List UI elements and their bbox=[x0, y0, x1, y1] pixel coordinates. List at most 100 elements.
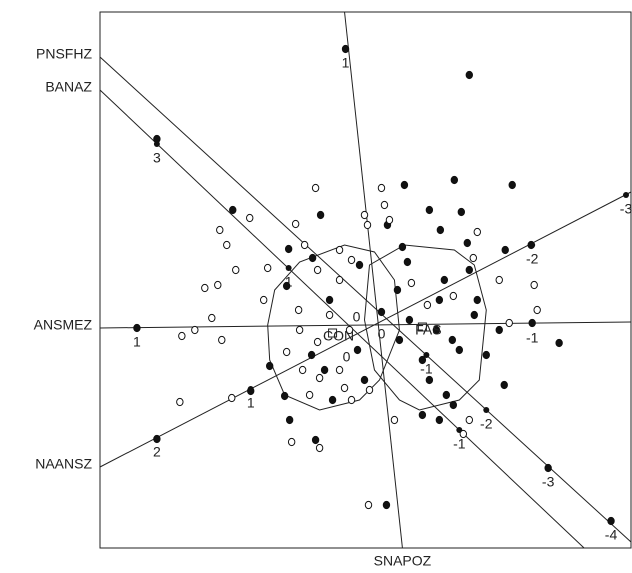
biplot-axis bbox=[99, 191, 632, 468]
axis-tick bbox=[423, 352, 430, 358]
data-point bbox=[246, 213, 254, 223]
axis-tick-label: 1 bbox=[247, 395, 255, 411]
axis-tick-label: -3 bbox=[620, 201, 632, 217]
data-point bbox=[382, 500, 391, 510]
data-point bbox=[555, 338, 563, 348]
axis-tick-label: 2 bbox=[153, 444, 161, 460]
data-point bbox=[528, 318, 536, 328]
data-point bbox=[265, 361, 274, 371]
data-point bbox=[311, 183, 320, 193]
data-point bbox=[449, 400, 458, 410]
data-point bbox=[216, 225, 224, 235]
data-point bbox=[307, 350, 316, 360]
data-point bbox=[435, 295, 444, 305]
data-point bbox=[313, 265, 322, 275]
data-point bbox=[311, 435, 320, 445]
data-point bbox=[482, 350, 490, 360]
data-point bbox=[345, 325, 354, 335]
data-point bbox=[153, 134, 161, 144]
data-point bbox=[232, 265, 240, 275]
data-point bbox=[405, 315, 414, 325]
data-point bbox=[457, 207, 466, 217]
data-point bbox=[395, 335, 404, 345]
data-point bbox=[448, 335, 457, 345]
data-point bbox=[315, 443, 324, 453]
data-point bbox=[533, 305, 541, 315]
data-point bbox=[442, 390, 451, 400]
data-point bbox=[191, 325, 199, 335]
data-point bbox=[377, 307, 386, 317]
data-point bbox=[469, 253, 477, 263]
data-point bbox=[335, 365, 344, 375]
data-point bbox=[178, 331, 186, 341]
data-point bbox=[325, 295, 334, 305]
data-point bbox=[214, 280, 222, 290]
axis-tick bbox=[623, 192, 630, 198]
data-point bbox=[353, 345, 362, 355]
biplot-axis bbox=[344, 11, 403, 549]
biplot-axis bbox=[99, 56, 632, 543]
data-point bbox=[465, 265, 474, 275]
data-point bbox=[508, 180, 516, 190]
data-point bbox=[133, 323, 141, 333]
data-point bbox=[418, 355, 427, 365]
data-point bbox=[425, 205, 434, 215]
data-point bbox=[425, 375, 434, 385]
plot-frame bbox=[99, 11, 632, 549]
annotation: 0 bbox=[353, 309, 361, 325]
data-point bbox=[325, 310, 334, 320]
data-point bbox=[505, 318, 513, 328]
data-point bbox=[544, 463, 552, 473]
data-point bbox=[607, 516, 615, 526]
axis-tick-label: -1 bbox=[420, 361, 433, 377]
axis-tick-label: 3 bbox=[153, 150, 161, 166]
data-point bbox=[501, 245, 509, 255]
data-point bbox=[340, 383, 349, 393]
data-point bbox=[282, 347, 291, 357]
data-point bbox=[291, 219, 300, 229]
data-point bbox=[403, 257, 412, 267]
data-point bbox=[282, 281, 291, 291]
data-point bbox=[295, 325, 304, 335]
data-point bbox=[423, 300, 432, 310]
data-point bbox=[364, 500, 373, 510]
data-point bbox=[398, 242, 407, 252]
data-point bbox=[455, 345, 464, 355]
axis-label: SNAPOZ bbox=[374, 553, 432, 569]
data-point bbox=[473, 295, 481, 305]
data-point bbox=[347, 395, 356, 405]
data-point bbox=[153, 434, 161, 444]
axis-tick-label: -1 bbox=[526, 330, 539, 346]
biplot-axis bbox=[99, 89, 585, 549]
axis-label: PNSFHZ bbox=[36, 46, 92, 62]
data-point bbox=[465, 415, 474, 425]
data-point bbox=[229, 205, 237, 215]
data-point bbox=[280, 391, 289, 401]
data-point bbox=[360, 375, 369, 385]
data-point bbox=[228, 393, 236, 403]
data-point bbox=[436, 225, 445, 235]
data-point bbox=[259, 295, 268, 305]
annotation: 0 bbox=[378, 326, 386, 342]
axis-label: NAANSZ bbox=[35, 456, 92, 472]
axis-label: ANSMEZ bbox=[34, 317, 93, 333]
data-point bbox=[465, 70, 474, 80]
data-point bbox=[440, 275, 449, 285]
data-point bbox=[285, 415, 294, 425]
data-point bbox=[495, 325, 503, 335]
data-point bbox=[418, 410, 427, 420]
biplot-axis bbox=[99, 321, 632, 329]
data-point bbox=[335, 275, 344, 285]
data-point bbox=[365, 385, 374, 395]
group-hull bbox=[363, 244, 487, 411]
group-centroid bbox=[328, 328, 338, 338]
data-point bbox=[360, 210, 369, 220]
axis-tick-label: -1 bbox=[453, 436, 466, 452]
axis-tick-label: 1 bbox=[285, 274, 293, 290]
data-point bbox=[201, 283, 209, 293]
data-point bbox=[400, 180, 409, 190]
data-point bbox=[347, 255, 356, 265]
group-label: FAS bbox=[415, 322, 441, 338]
data-point bbox=[449, 291, 458, 301]
